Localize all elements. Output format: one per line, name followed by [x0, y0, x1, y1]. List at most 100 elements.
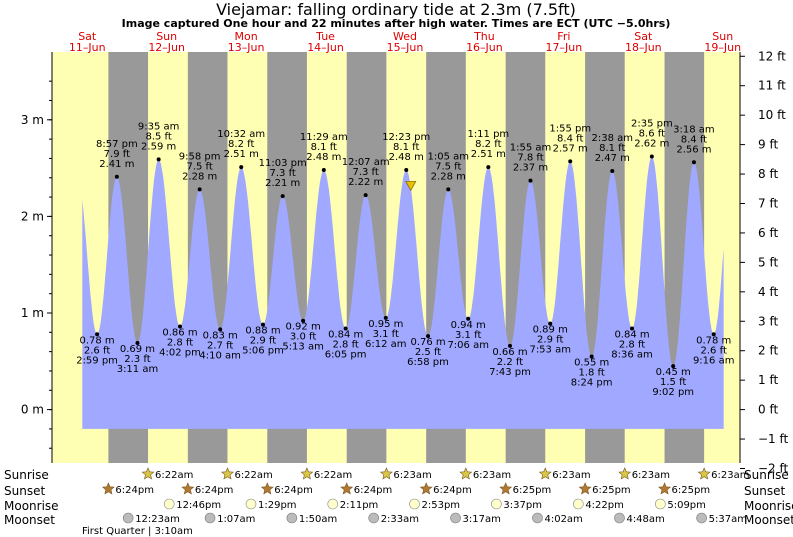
tide-label: 7:53 am [529, 345, 571, 356]
high-tide-point [528, 178, 533, 183]
ft-tick-label: 10 ft [758, 108, 786, 122]
moonset-icon [122, 512, 134, 524]
tide-label: 2.56 m [676, 144, 711, 155]
tide-label: 7:06 am [447, 340, 489, 351]
tide-area [82, 156, 724, 429]
high-tide-point [568, 159, 573, 164]
tide-label: 9:58 pm [179, 151, 221, 162]
sunset-label-right: Sunset [744, 484, 785, 498]
tide-label: 2.3 ft [124, 354, 150, 365]
tide-label: 5:13 am [282, 342, 324, 353]
sunset-time: 6:24pm [274, 485, 313, 496]
current-tide-marker [405, 181, 417, 192]
sunrise-time: 6:22am [234, 470, 272, 481]
moonrise-icon [409, 498, 420, 510]
sunset-icon [260, 482, 274, 495]
tide-label: 8.1 ft [599, 143, 625, 154]
moonrise-icon [327, 498, 339, 510]
tide-label: 8.1 ft [393, 142, 419, 153]
tide-label: 2.48 m [306, 152, 341, 163]
sunset-time: 6:24pm [433, 485, 472, 496]
high-tide-point [446, 187, 451, 192]
tide-label: 7.5 ft [186, 161, 212, 172]
sunset-icon [340, 482, 354, 495]
tide-label: 0.78 m [79, 335, 114, 346]
moonrise-time: 2:11pm [340, 500, 379, 511]
tide-label: 3.1 ft [455, 330, 481, 341]
sunrise-icon [141, 467, 155, 480]
day-date: 16–Jun [466, 41, 503, 54]
sunrise-time: 6:23am [473, 470, 511, 481]
moonrise-label-left: Moonrise [4, 499, 59, 513]
ft-tick-label: 9 ft [758, 138, 778, 152]
tide-label: 11:29 am [300, 132, 348, 143]
low-tide-point [630, 326, 635, 331]
day-of-week: Tue [315, 30, 335, 43]
axes: 0 m 1 m 2 m 3 m −2 ft −1 ft 0 ft 1 ft 2 ft 3 ft 4 … [21, 49, 789, 475]
tide-label: 2.28 m [431, 171, 466, 182]
sunset-time: 6:25pm [592, 485, 631, 496]
day-of-week: Mon [234, 30, 257, 43]
tide-label: 8:24 pm [571, 377, 613, 388]
day-date: 14–Jun [307, 41, 344, 54]
sunrise-icon [300, 467, 314, 480]
sunrise-icon [697, 467, 711, 480]
low-tide-point [426, 334, 431, 339]
moonset-time: 1:50am [299, 514, 337, 525]
tide-label: 4:10 am [199, 350, 241, 361]
sunrise-time: 6:22am [314, 470, 352, 481]
sunrise-icon [379, 467, 393, 480]
sunset-time: 6:24pm [354, 485, 393, 496]
moonset-time: 3:17am [463, 514, 501, 525]
tide-label: 8.2 ft [228, 139, 254, 150]
low-tide-point [548, 321, 553, 326]
m-tick-label: 0 m [21, 403, 44, 417]
chart-subtitle: Image captured One hour and 22 minutes a… [122, 17, 671, 30]
tide-label: 0.66 m [492, 347, 527, 358]
tide-label: 2.21 m [265, 178, 300, 189]
day-date: 11–Jun [69, 41, 106, 54]
tide-label: 2.41 m [99, 159, 134, 170]
sunset-time: 6:25pm [513, 485, 552, 496]
low-tide-point [218, 327, 223, 332]
high-tide-point [280, 194, 285, 199]
tide-label: 2.48 m [389, 152, 424, 163]
tide-label: 8.4 ft [557, 133, 583, 144]
tide-label: 2.51 m [471, 149, 506, 160]
tide-label: 2.9 ft [250, 336, 276, 347]
tide-label: 2.6 ft [84, 345, 110, 356]
moonset-time: 1:07am [217, 514, 255, 525]
tide-label: 0.78 m [696, 335, 731, 346]
tide-label: 6:05 pm [325, 349, 367, 360]
moonrise-time: 5:09pm [667, 500, 706, 511]
tide-label: 2.8 ft [619, 339, 645, 350]
tide-label: 6:58 pm [407, 357, 449, 368]
tide-label: 0.83 m [203, 330, 238, 341]
ft-tick-label: 8 ft [758, 167, 778, 181]
day-date: 13–Jun [228, 41, 265, 54]
day-date: 18–Jun [625, 41, 662, 54]
sunrise-time: 6:23am [632, 470, 670, 481]
tide-label: 2.37 m [513, 163, 548, 174]
tide-label: 2.62 m [634, 139, 669, 150]
moonset-icon [696, 512, 707, 524]
astronomy-events: 6:22am 6:22am 6:22am 6:23am 6:23am 6:23am 6:23… [101, 467, 749, 525]
tide-label: 0.88 m [245, 326, 280, 337]
m-tick-label: 1 m [21, 306, 44, 320]
tide-label: 0.94 m [451, 320, 486, 331]
low-tide-point [507, 343, 512, 348]
sunset-label-left: Sunset [4, 484, 45, 498]
sunrise-time: 6:23am [393, 470, 431, 481]
sunrise-icon [618, 467, 632, 480]
moonset-icon [450, 512, 461, 524]
tide-label: 8.2 ft [475, 139, 501, 150]
moonset-time: 12:23am [135, 514, 180, 525]
tide-label: 9:02 pm [652, 387, 694, 398]
moonrise-icon [655, 498, 666, 510]
tide-label: 4:02 pm [159, 348, 201, 359]
m-tick-label: 3 m [21, 113, 44, 127]
tide-label: 8.4 ft [681, 134, 707, 145]
tide-label: 9:35 am [138, 121, 180, 132]
sunset-icon [578, 482, 592, 495]
low-tide-point [383, 315, 388, 320]
